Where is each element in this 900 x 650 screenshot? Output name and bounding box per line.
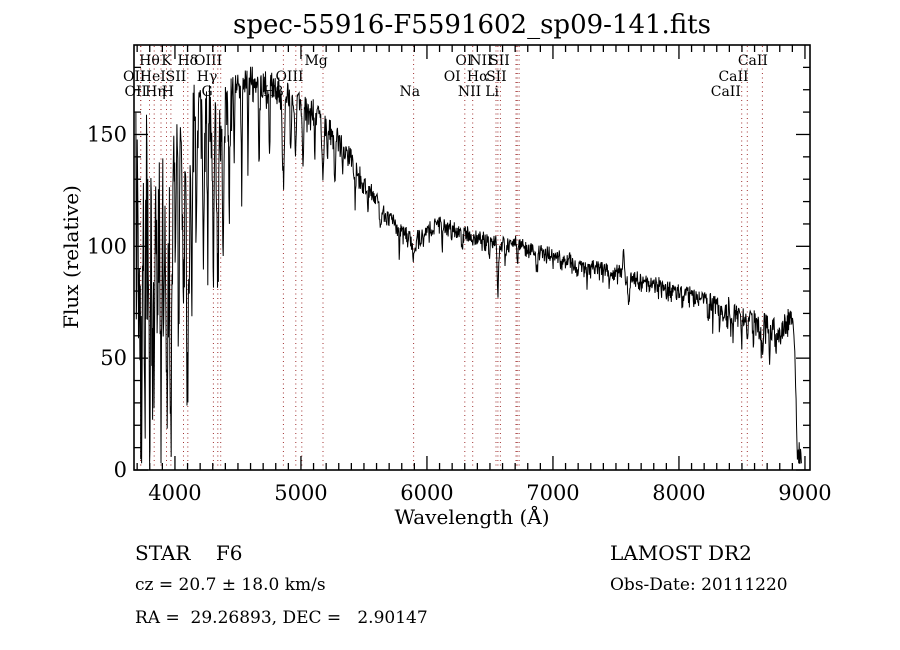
line-marker-label: Na bbox=[399, 84, 420, 100]
line-marker-label: K bbox=[161, 53, 172, 69]
x-tick-label: 9000 bbox=[778, 481, 831, 505]
spectrum-trace bbox=[135, 66, 802, 464]
line-marker-label: NII bbox=[458, 84, 481, 100]
line-marker-label: OI bbox=[455, 53, 472, 69]
line-marker-label: H bbox=[162, 84, 174, 100]
spectrum-polyline bbox=[135, 66, 802, 464]
line-marker-label: NII bbox=[469, 53, 492, 69]
line-marker-label: G bbox=[202, 84, 213, 100]
obs-date-label: Obs-Date: 20111220 bbox=[610, 575, 788, 595]
x-tick-label: 5000 bbox=[274, 481, 327, 505]
axes-frame bbox=[133, 44, 811, 471]
x-axis-label: Wavelength (Å) bbox=[394, 504, 549, 529]
survey-label: LAMOST DR2 bbox=[610, 541, 752, 565]
line-marker-label: HeI bbox=[140, 69, 166, 85]
x-tick-label: 4000 bbox=[148, 481, 201, 505]
line-marker-label: Hα bbox=[467, 69, 489, 85]
line-marker-label: Hθ bbox=[139, 53, 160, 69]
line-marker-label: Li bbox=[485, 84, 499, 100]
line-marker-label: Mg bbox=[304, 53, 327, 69]
y-tick-label: 50 bbox=[100, 346, 127, 370]
line-marker-label: CaII bbox=[711, 84, 741, 100]
line-marker-label: SII bbox=[166, 69, 187, 85]
line-marker-label: Hγ bbox=[197, 69, 218, 85]
x-tick-label: 7000 bbox=[526, 481, 579, 505]
plot-frame bbox=[133, 44, 811, 471]
line-marker-label: OI bbox=[444, 69, 461, 85]
line-marker-label: OIII bbox=[194, 53, 222, 69]
y-tick-label: 0 bbox=[114, 458, 127, 482]
line-marker-label: SII bbox=[489, 53, 510, 69]
line-marker-label: SII bbox=[486, 69, 507, 85]
plot-title: spec-55916-F5591602_sp09-141.fits bbox=[233, 10, 711, 40]
y-axis-label: Flux (relative) bbox=[59, 185, 83, 329]
y-tick-label: 100 bbox=[87, 234, 127, 258]
ra-dec-label: RA = 29.26893, DEC = 2.90147 bbox=[135, 608, 428, 628]
line-marker-label: CaII bbox=[718, 69, 748, 85]
line-marker-label: OIII bbox=[275, 69, 303, 85]
x-tick-label: 8000 bbox=[652, 481, 705, 505]
line-marker-label: Hη bbox=[145, 84, 166, 100]
line-marker-label: CaII bbox=[738, 53, 768, 69]
tick-labels: 4000 5000 6000 7000 8000 9000 0 50 100 150 bbox=[87, 122, 832, 505]
x-tick-label: 6000 bbox=[400, 481, 453, 505]
cz-label: cz = 20.7 ± 18.0 km/s bbox=[135, 575, 326, 595]
y-tick-label: 150 bbox=[87, 122, 127, 146]
line-marker-label: OII bbox=[125, 84, 148, 100]
line-marker-label: Hδ bbox=[177, 53, 198, 69]
object-class-label: STAR F6 bbox=[135, 541, 243, 565]
